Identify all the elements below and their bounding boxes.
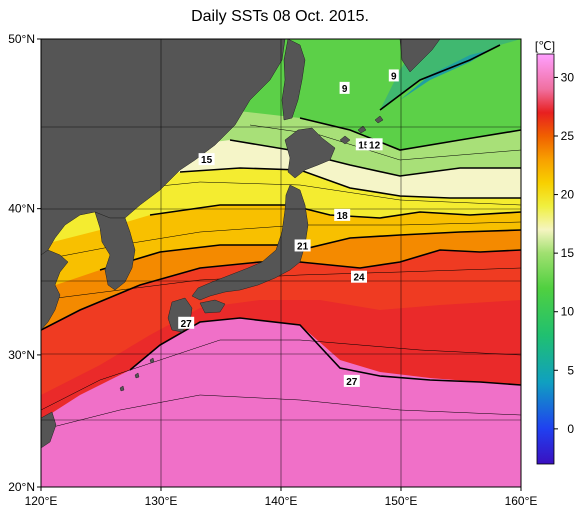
isotherm-label-text: 27 xyxy=(181,319,193,330)
isotherm-label-box xyxy=(294,239,311,252)
colorbar-tick-label: 15 xyxy=(561,246,575,260)
isotherm-label: 9 xyxy=(339,81,350,95)
land-asia-mainland xyxy=(41,39,286,256)
land-kuril-islands xyxy=(339,115,384,145)
isotherm-label-box xyxy=(351,270,367,283)
land-sakhalin xyxy=(281,39,306,121)
colorbar-unit: [℃] xyxy=(535,39,555,53)
colorbar-tick-label: 30 xyxy=(561,70,575,84)
land-taiwan xyxy=(41,411,57,449)
isotherm-label-box xyxy=(339,81,350,94)
colorbar-tick-label: 10 xyxy=(561,305,575,319)
map-title: Daily SSTs 08 Oct. 2015. xyxy=(191,8,369,25)
land-korea xyxy=(94,211,136,291)
isotherm-label: 21 xyxy=(294,239,311,252)
isotherm-label: 9 xyxy=(388,69,399,82)
colorbar-tick-label: 5 xyxy=(567,363,574,377)
x-tick-label: 120°E xyxy=(25,494,58,508)
isotherm-label: 24 xyxy=(351,270,367,284)
y-tick-label: 50°N xyxy=(8,32,35,46)
y-tick-label: 30°N xyxy=(8,348,35,362)
x-tick-label: 140°E xyxy=(265,494,298,508)
colorbar-tick-label: 25 xyxy=(561,129,575,143)
land-china-coast xyxy=(41,249,69,331)
isotherm-label: 12 xyxy=(366,138,383,151)
isotherm-label: 27 xyxy=(343,374,360,388)
x-tick-label: 130°E xyxy=(145,494,178,508)
land-ryukyu xyxy=(119,357,155,392)
isotherm-label-box xyxy=(388,69,399,82)
isotherm-label-box xyxy=(343,374,360,387)
isotherm-label-text: 12 xyxy=(369,140,381,151)
y-tick-label: 20°N xyxy=(8,480,35,494)
sst-band-cold xyxy=(400,50,490,100)
isotherm-label-box xyxy=(334,208,351,221)
isotherm-label-text: 24 xyxy=(353,273,365,284)
colorbar-tick-label: 20 xyxy=(561,188,575,202)
x-tick-label: 150°E xyxy=(385,494,418,508)
map-axes: 120°E 130°E 140°E 150°E 160°E 50°N 40°N 30°N 20°… xyxy=(8,32,537,508)
colorbar-ramp xyxy=(536,53,555,465)
isotherm-label-text: 9 xyxy=(342,84,348,95)
isotherm-label-box xyxy=(178,316,195,329)
colorbar-tick-label: 0 xyxy=(567,422,574,436)
isotherm-label-text: 18 xyxy=(337,211,349,222)
colorbar-ticks: 30 25 20 15 10 5 0 xyxy=(554,70,575,436)
land-shikoku xyxy=(199,299,226,314)
land-kamchatka xyxy=(399,39,441,73)
isotherm-label-box xyxy=(198,153,215,166)
graticule xyxy=(41,39,521,487)
land-hokkaido xyxy=(284,127,336,179)
y-tick-label: 40°N xyxy=(8,202,35,216)
isotherm-label-text: 9 xyxy=(391,71,397,82)
isotherm-label-text: 21 xyxy=(297,241,309,252)
x-tick-label: 160°E xyxy=(505,494,538,508)
isotherm-label: 27 xyxy=(178,316,195,330)
isotherm-label-text: 27 xyxy=(346,377,358,388)
isotherm-label-text: 15 xyxy=(201,155,213,166)
isotherm-label: 15 xyxy=(198,153,215,166)
isotherm-label-text: 15 xyxy=(358,140,370,151)
isotherm-label-box xyxy=(366,138,383,151)
isotherm-label: 18 xyxy=(334,208,351,222)
